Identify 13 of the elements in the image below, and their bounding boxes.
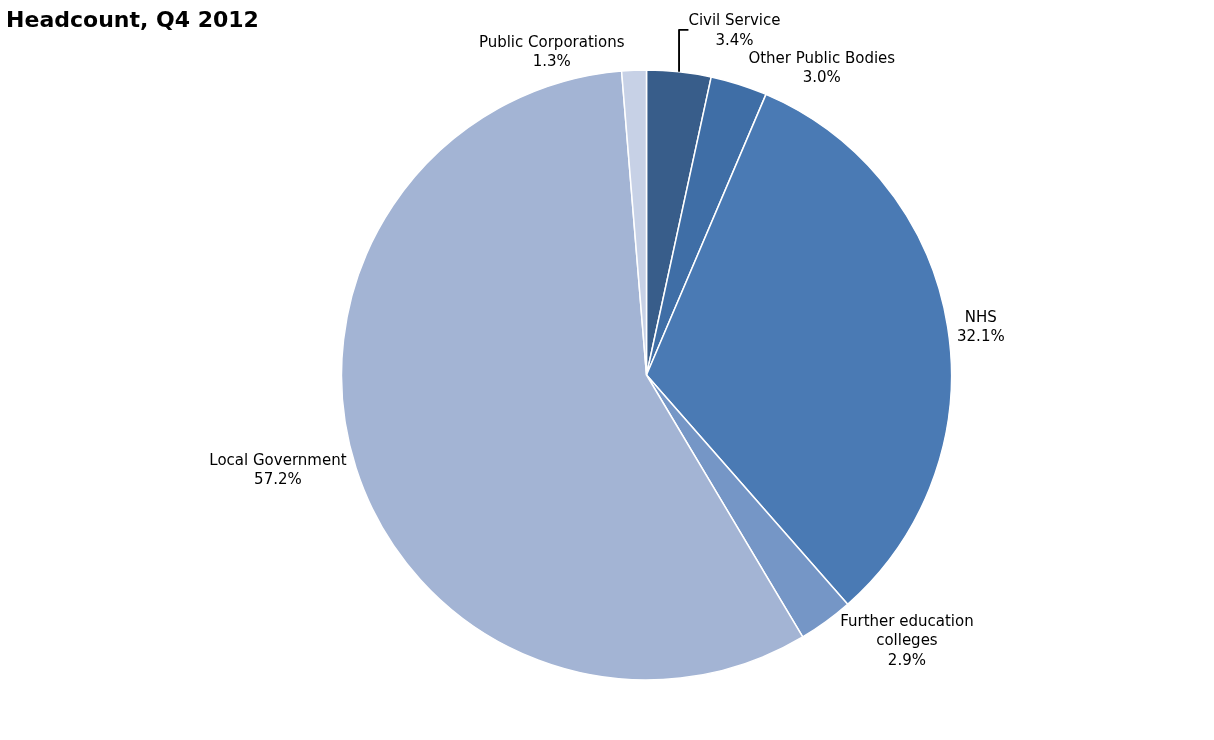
data-label: 3.4% [715, 30, 754, 49]
slice-label: Civil Service [688, 11, 781, 30]
slice-label: Public Corporations [478, 32, 625, 51]
data-label: 1.3% [532, 52, 571, 71]
slice-label: Local Government [209, 450, 347, 469]
slice-label: NHS [964, 307, 997, 326]
data-label: 2.9% [887, 650, 926, 669]
chart-title: Headcount, Q4 2012 [6, 6, 259, 32]
slice-label: Other Public Bodies [748, 48, 896, 67]
slice-label: Further education colleges [840, 611, 974, 650]
data-label: 3.0% [802, 68, 841, 87]
data-label: 32.1% [957, 327, 1005, 346]
data-label: 57.2% [254, 470, 302, 489]
